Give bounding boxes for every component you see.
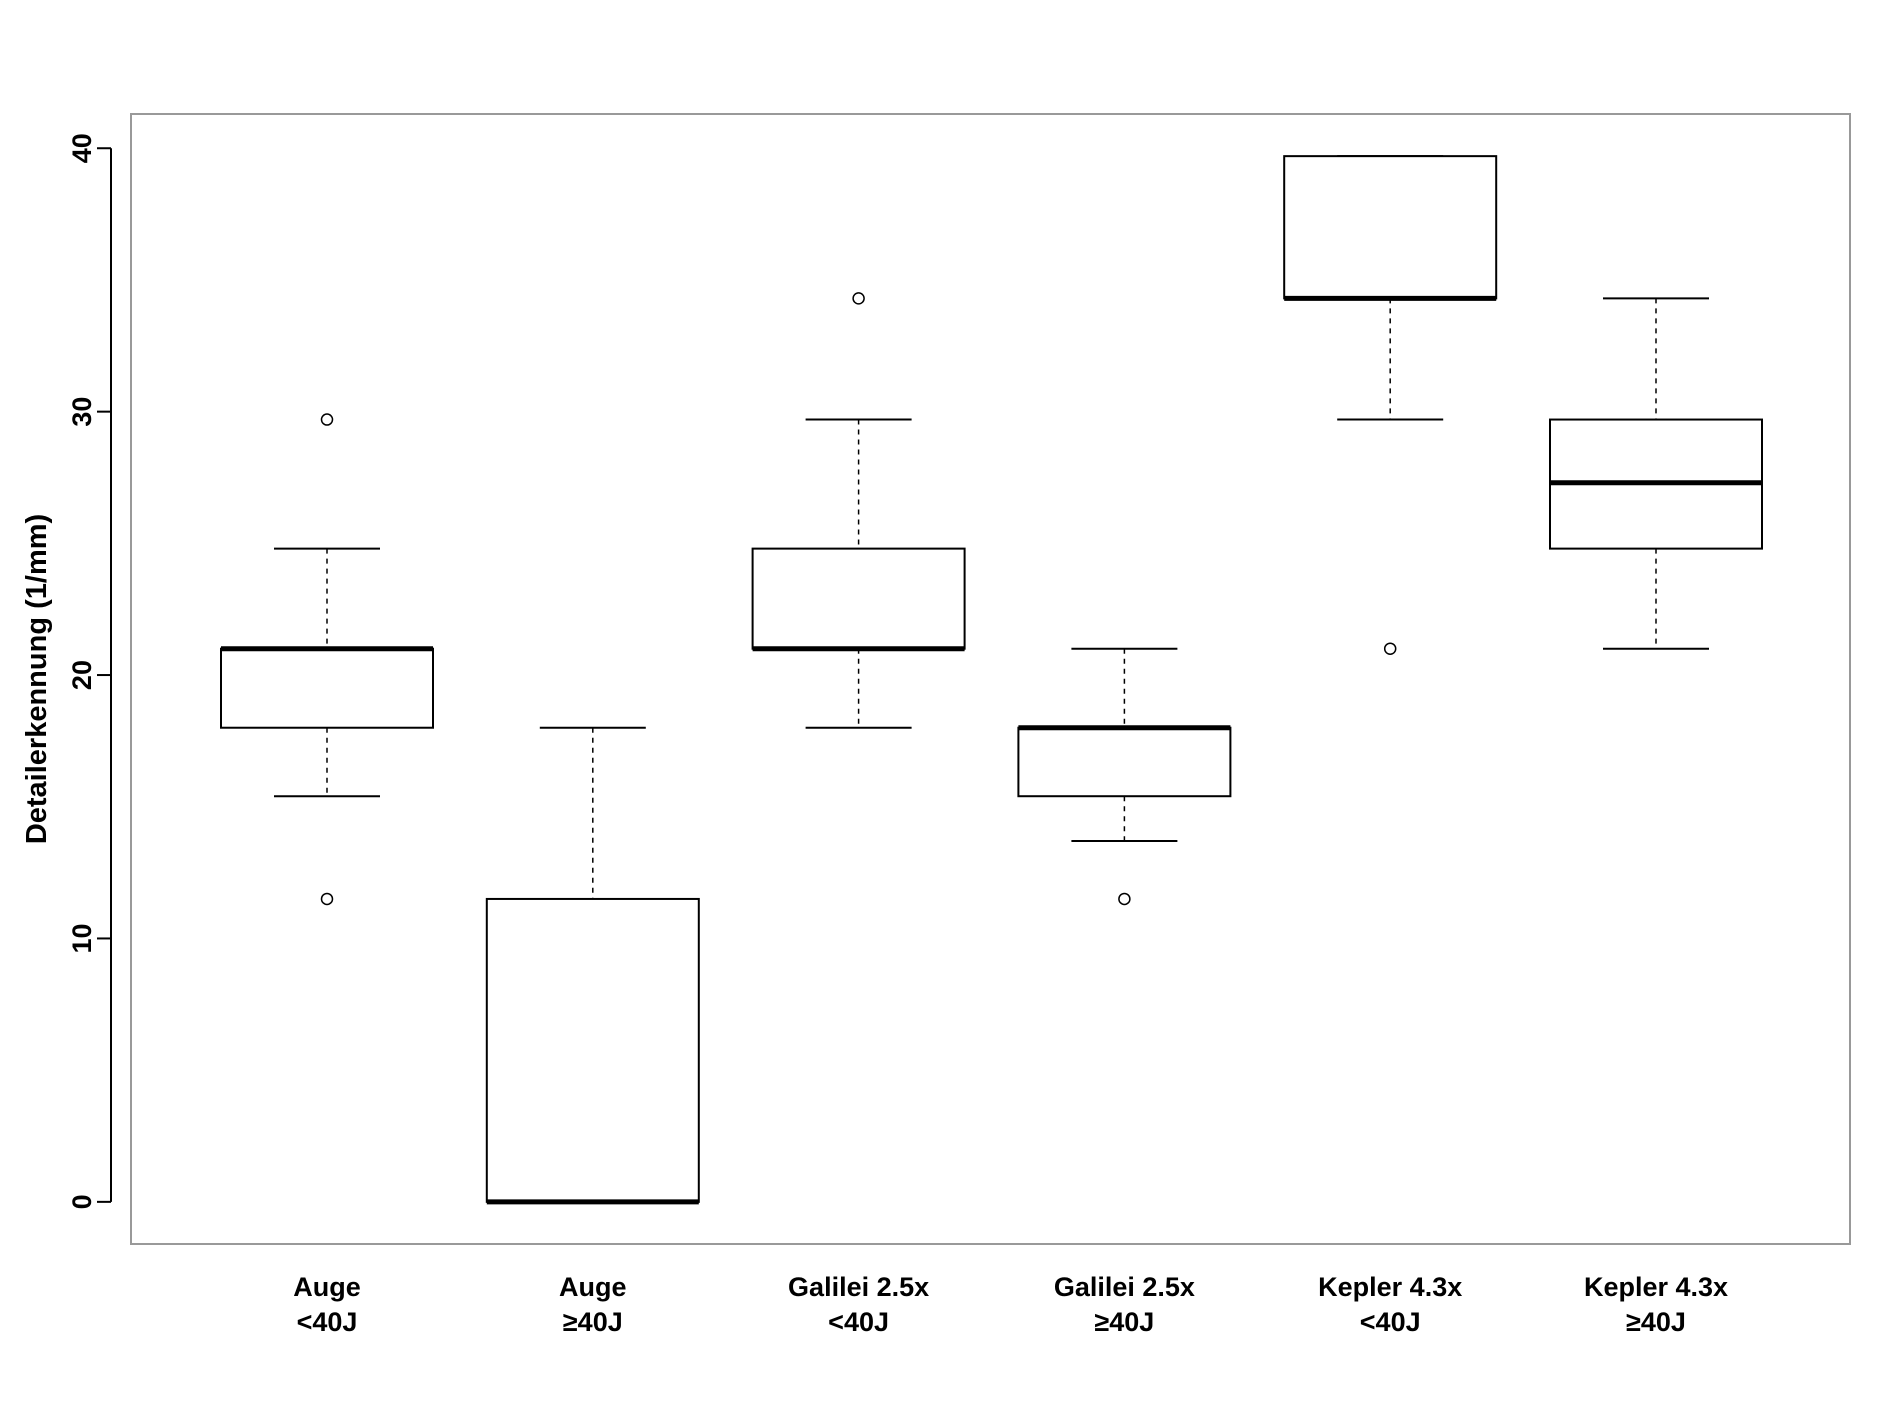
outlier-point — [1118, 892, 1131, 906]
y-axis: 0 10 20 30 40 — [67, 133, 112, 1209]
box-iqr — [1283, 155, 1498, 300]
outlier-point — [320, 413, 334, 426]
outlier-point — [852, 292, 865, 305]
y-tick-label: 30 — [67, 397, 97, 427]
x-axis-labels: Auge <40J Auge ≥40J Galilei 2.5x <40J Galilei … — [293, 1272, 1728, 1337]
y-axis-label: Detailerkennung (1/mm) — [21, 514, 53, 844]
x-tick-label-line2: <40J — [297, 1307, 358, 1337]
box-iqr — [1017, 726, 1232, 798]
box-group — [1017, 647, 1232, 906]
x-tick-label-line2: ≥40J — [1094, 1307, 1154, 1337]
plot-frame — [130, 113, 1851, 1245]
y-tick-label: 10 — [67, 923, 97, 953]
x-tick-label-line2: ≥40J — [563, 1307, 623, 1337]
x-tick-label-line2: ≥40J — [1626, 1307, 1686, 1337]
x-tick-label-line2: <40J — [828, 1307, 889, 1337]
x-tick-label-line1: Galilei 2.5x — [1054, 1272, 1195, 1302]
y-tick-label: 40 — [67, 133, 97, 163]
box-group — [1549, 297, 1763, 650]
box-iqr — [751, 547, 966, 650]
box-iqr — [220, 647, 434, 729]
x-tick-label-line1: Galilei 2.5x — [788, 1272, 929, 1302]
box-group — [1283, 155, 1498, 655]
boxes-layer — [220, 155, 1763, 1205]
x-tick-label-line1: Kepler 4.3x — [1584, 1272, 1728, 1302]
x-tick-label-line1: Auge — [293, 1272, 361, 1302]
box-group — [220, 413, 434, 906]
box-group — [485, 726, 700, 1205]
x-tick-label-line1: Auge — [559, 1272, 627, 1302]
box-group — [751, 292, 966, 729]
y-tick-label: 0 — [67, 1194, 97, 1209]
outlier-point — [320, 892, 334, 906]
box-iqr — [485, 897, 700, 1203]
x-tick-label-line1: Kepler 4.3x — [1318, 1272, 1462, 1302]
x-tick-label-line2: <40J — [1360, 1307, 1421, 1337]
y-tick-label: 20 — [67, 660, 97, 690]
outlier-point — [1383, 642, 1397, 655]
